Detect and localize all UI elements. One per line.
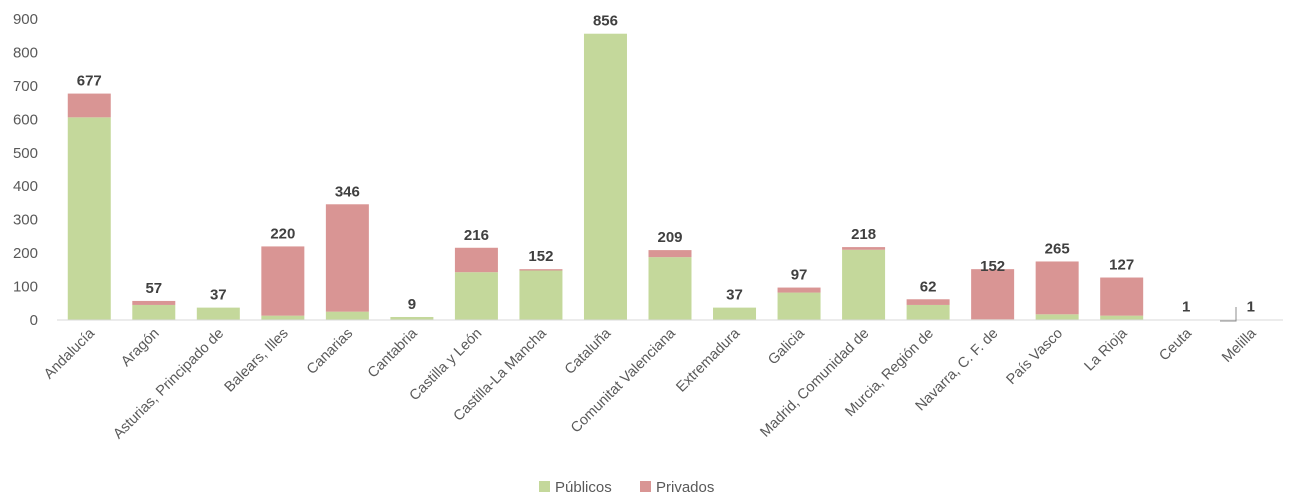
y-tick-label: 200 xyxy=(13,245,38,262)
category-label: País Vasco xyxy=(1004,326,1066,388)
total-label: 57 xyxy=(145,280,162,297)
y-tick-label: 400 xyxy=(13,178,38,195)
bar-segment-publicos xyxy=(1035,314,1079,320)
bar-segment-privados xyxy=(1035,261,1079,315)
total-label: 220 xyxy=(270,225,295,242)
bar-segment-privados xyxy=(132,300,176,305)
total-label: 677 xyxy=(77,73,102,90)
category-label: Cantabria xyxy=(365,325,421,381)
y-tick-label: 500 xyxy=(13,145,38,162)
bar-segment-publicos xyxy=(583,33,627,321)
total-label: 9 xyxy=(408,296,416,313)
total-label: 152 xyxy=(980,258,1005,275)
legend-label-privados: Privados xyxy=(656,479,714,496)
total-label: 856 xyxy=(593,13,618,30)
bar-segment-publicos xyxy=(325,311,369,320)
y-axis: 0 100 200 300 400 500 600 700 800 900 xyxy=(13,11,38,329)
bar-segment-publicos xyxy=(261,315,305,320)
category-label: La Rioja xyxy=(1082,325,1132,375)
total-label: 37 xyxy=(210,287,227,304)
bar-segment-privados xyxy=(842,247,886,250)
category-label: Galicia xyxy=(765,325,808,368)
total-label: 1 xyxy=(1247,299,1255,316)
bar-segment-privados xyxy=(906,299,950,305)
category-label: Extremadura xyxy=(673,325,744,396)
bar-segment-publicos xyxy=(196,307,240,320)
y-tick-label: 300 xyxy=(13,212,38,229)
total-label: 265 xyxy=(1045,240,1070,257)
bar-segment-privados xyxy=(777,287,821,293)
legend-label-publicos: Públicos xyxy=(555,479,612,496)
y-tick-label: 800 xyxy=(13,44,38,61)
category-label: Madrid, Comunidad de xyxy=(757,326,872,441)
y-tick-label: 900 xyxy=(13,11,38,28)
bar-segment-publicos xyxy=(777,292,821,320)
total-label: 97 xyxy=(791,267,808,284)
total-label: 62 xyxy=(920,278,937,295)
total-labels: 677 57 37 220 346 9 216 152 856 209 37 97 218 62 152 26… xyxy=(77,13,1255,316)
category-label: Comunitat Valenciana xyxy=(568,325,680,437)
bar-segment-privados xyxy=(1100,277,1144,316)
bar-segment-publicos xyxy=(713,307,757,320)
total-label: 37 xyxy=(726,287,743,304)
total-label: 1 xyxy=(1182,299,1190,316)
category-label: Canarias xyxy=(304,326,356,378)
bar-segment-publicos xyxy=(519,270,563,320)
bar-segment-privados xyxy=(648,250,692,258)
legend-swatch-privados xyxy=(640,481,651,492)
category-label: Melilla xyxy=(1219,325,1260,366)
total-label: 216 xyxy=(464,227,489,244)
bar-segment-publicos xyxy=(648,257,692,320)
legend-swatch-publicos xyxy=(539,481,550,492)
bar-segment-publicos xyxy=(390,316,434,320)
category-label: Aragón xyxy=(118,326,162,370)
category-label: Balears, Illes xyxy=(222,326,292,396)
y-tick-label: 100 xyxy=(13,279,38,296)
y-tick-label: 0 xyxy=(30,312,38,329)
bar-segment-privados xyxy=(325,204,369,312)
bar-segment-publicos xyxy=(132,304,176,320)
total-label: 346 xyxy=(335,183,360,200)
bar-segment-publicos xyxy=(842,249,886,320)
category-label: Cataluña xyxy=(562,325,615,378)
category-label: Andalucía xyxy=(41,325,99,383)
bar-segment-publicos xyxy=(1100,315,1144,320)
legend: Públicos Privados xyxy=(539,479,714,496)
bar-segment-publicos xyxy=(67,117,111,321)
bar-segment-privados xyxy=(67,93,111,118)
bar-segment-privados xyxy=(519,269,563,271)
total-label: 218 xyxy=(851,226,876,243)
bars xyxy=(67,33,1273,321)
category-label: Ceuta xyxy=(1156,325,1195,364)
total-label: 152 xyxy=(528,248,553,265)
bar-segment-privados xyxy=(261,246,305,316)
category-label: Asturias, Principado de xyxy=(110,326,227,443)
total-label: 209 xyxy=(657,229,682,246)
bar-segment-publicos xyxy=(906,304,950,320)
callout-leader-line xyxy=(1220,307,1237,322)
y-tick-label: 700 xyxy=(13,78,38,95)
bar-segment-privados xyxy=(454,247,498,273)
bar-segment-publicos xyxy=(454,272,498,320)
y-tick-label: 600 xyxy=(13,111,38,128)
bar-segment-privados xyxy=(971,269,1015,320)
total-label: 127 xyxy=(1109,257,1134,274)
